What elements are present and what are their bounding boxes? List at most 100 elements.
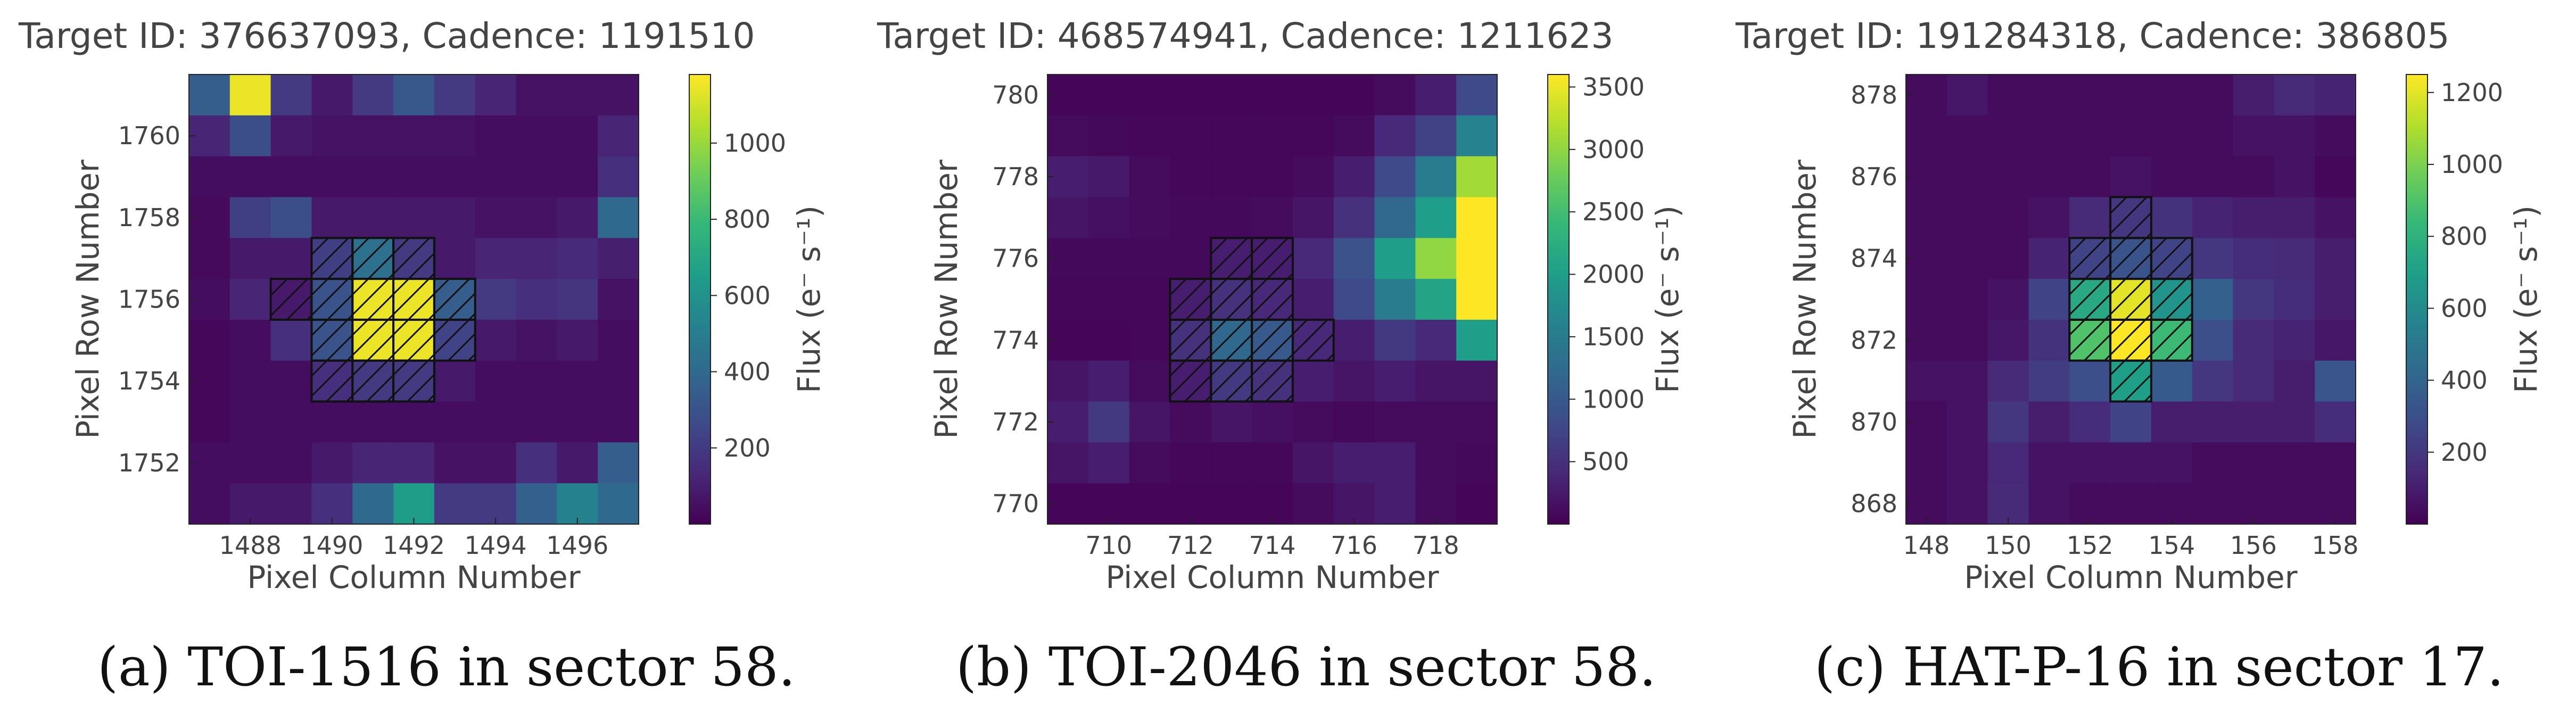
heatmap-cell	[475, 74, 517, 116]
heatmap-cell	[1088, 401, 1130, 443]
colorbar-tick-label: 200	[724, 434, 771, 462]
heatmap-cell	[1415, 360, 1457, 402]
x-tick-label: 156	[2230, 531, 2277, 560]
panel-b: 710 712 714 716 718 770 772 774 776 778 780 Target …	[858, 0, 1717, 713]
heatmap-cell	[1374, 319, 1416, 361]
heatmap-cell	[352, 197, 394, 238]
heatmap-cell	[2233, 483, 2274, 524]
heatmap-cell	[1333, 360, 1375, 402]
heatmap-cell	[1906, 115, 1947, 157]
heatmap-cell	[1088, 442, 1130, 484]
heatmap-cell	[1129, 238, 1171, 279]
heatmap-cell	[1987, 115, 2029, 157]
heatmap-cell	[1047, 74, 1089, 116]
heatmap-cell	[516, 197, 557, 238]
heatmap-cell	[598, 279, 639, 320]
heatmap-cell	[2028, 360, 2070, 402]
x-axis-label: Pixel Column Number	[247, 559, 580, 595]
aperture-pixel	[351, 359, 395, 403]
heatmap-cell	[1292, 279, 1334, 320]
heatmap-cell	[393, 197, 435, 238]
y-tick-label: 870	[1851, 408, 1897, 436]
heatmap-cell	[2274, 279, 2315, 320]
heatmap-cell	[1170, 401, 1211, 443]
aperture-mask	[2068, 196, 2193, 403]
heatmap-cell	[2110, 442, 2152, 484]
heatmap-cell	[1456, 319, 1497, 361]
heatmap-cell	[2028, 483, 2070, 524]
x-tick-label: 150	[1985, 531, 2032, 560]
heatmap-cell	[1170, 156, 1211, 198]
heatmap-cell	[311, 442, 353, 484]
heatmap-cell	[270, 360, 312, 402]
heatmap-cell	[229, 238, 271, 279]
heatmap-cell	[475, 279, 517, 320]
colorbar-tick-label: 600	[2441, 294, 2488, 322]
heatmap-cell	[475, 197, 517, 238]
heatmap-cell	[2315, 319, 2356, 361]
heatmap-cell	[229, 74, 271, 116]
heatmap-cell	[393, 483, 435, 524]
heatmap-cell	[2274, 156, 2315, 198]
heatmap-cell	[516, 238, 557, 279]
heatmap-cell	[189, 360, 230, 402]
y-tick-label: 770	[992, 490, 1039, 518]
heatmap-cell	[393, 156, 435, 198]
heatmap-cell	[352, 442, 394, 484]
heatmap-cell	[2233, 319, 2274, 361]
heatmap-cell	[352, 156, 394, 198]
caption-a: (a) TOI-1516 in sector 58.	[97, 636, 796, 698]
heatmap-cell	[1906, 401, 1947, 443]
heatmap-cell	[598, 401, 639, 443]
heatmap-cell	[229, 279, 271, 320]
heatmap-cell	[557, 115, 598, 157]
heatmap-cell	[598, 319, 639, 361]
heatmap-cell	[2151, 483, 2193, 524]
colorbar-tick-label: 1500	[1582, 322, 1645, 351]
heatmap-cell	[1252, 115, 1293, 157]
heatmap-cell	[1211, 401, 1252, 443]
heatmap-cell	[1906, 238, 1947, 279]
x-tick-label: 148	[1903, 531, 1950, 560]
colorbar-tick-label: 800	[724, 205, 771, 234]
heatmap-cell	[557, 279, 598, 320]
heatmap-cell	[2315, 279, 2356, 320]
colorbar-tick-label: 1000	[724, 129, 786, 157]
heatmap-cell	[393, 442, 435, 484]
heatmap-cell	[1415, 483, 1457, 524]
heatmap-cell	[434, 483, 476, 524]
colorbar-tick-label: 1000	[1582, 385, 1645, 413]
heatmap-cell	[1987, 483, 2029, 524]
y-axis-label: Pixel Row Number	[928, 160, 964, 439]
colorbar-tick-label: 2500	[1582, 197, 1645, 226]
heatmap-cell	[516, 115, 557, 157]
heatmap-cell	[1333, 319, 1375, 361]
heatmap-cell	[352, 74, 394, 116]
heatmap-cell	[2192, 279, 2234, 320]
heatmap-cell	[1456, 401, 1497, 443]
heatmap-cell	[2233, 360, 2274, 402]
heatmap-cell	[1047, 156, 1089, 198]
heatmap-cell	[1333, 483, 1375, 524]
heatmap-chart-a: 1488 1490 1492 1494 1496 1752 1754 1756 1758 1760…	[18, 15, 827, 595]
heatmap-cell	[1415, 197, 1457, 238]
heatmap-cell	[2192, 401, 2234, 443]
heatmap-cell	[1374, 238, 1416, 279]
heatmap-cell	[1987, 360, 2029, 402]
heatmap-cell	[2028, 74, 2070, 116]
y-axis-label: Pixel Row Number	[1787, 160, 1823, 439]
heatmap-cell	[2192, 360, 2234, 402]
heatmap-cell	[2151, 360, 2193, 402]
heatmap-cell	[1987, 156, 2029, 198]
heatmap-cell	[1456, 360, 1497, 402]
aperture-pixel	[1210, 318, 1253, 362]
y-axis-label: Pixel Row Number	[70, 160, 106, 439]
heatmap-cell	[229, 401, 271, 443]
heatmap-cell	[1211, 197, 1252, 238]
heatmap-cell	[1333, 401, 1375, 443]
heatmap-cell	[434, 74, 476, 116]
aperture-pixel	[392, 237, 435, 280]
heatmap-cell	[1333, 238, 1375, 279]
heatmap-cell	[557, 483, 598, 524]
heatmap-cell	[1456, 442, 1497, 484]
